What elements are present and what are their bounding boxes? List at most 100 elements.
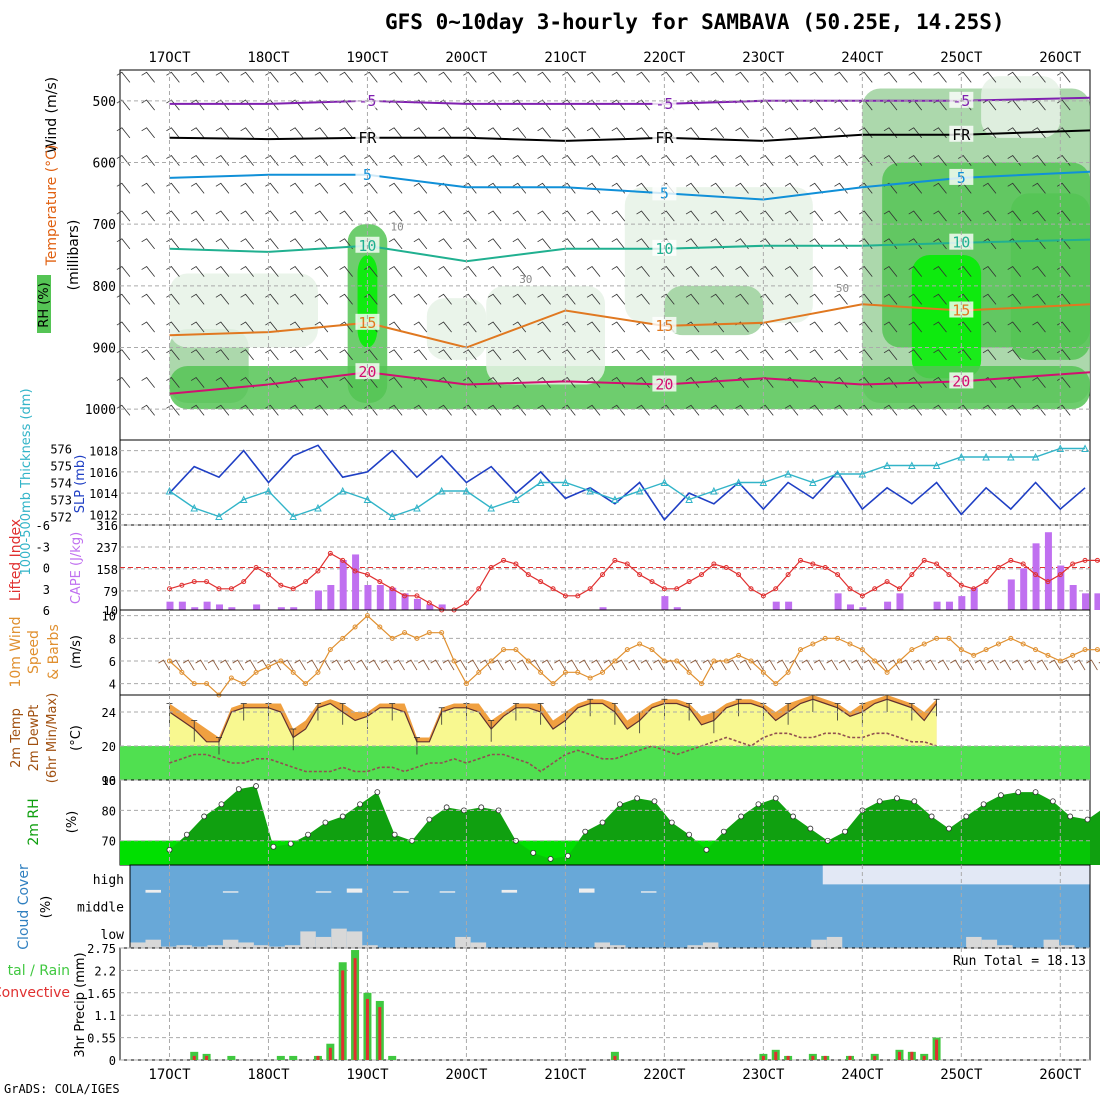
wind-barb <box>933 266 947 277</box>
cloud-low-bar <box>130 942 146 948</box>
rh-shade-area <box>426 298 487 360</box>
rh2m-marker <box>894 795 900 802</box>
rh-shade-area <box>486 285 605 385</box>
wind-barb <box>685 127 700 139</box>
wind-barb <box>339 210 353 222</box>
rh2m-marker <box>547 856 554 862</box>
surface-wind-barb <box>838 659 851 671</box>
li-marker <box>699 572 705 578</box>
wind-barb <box>240 127 254 139</box>
wind-barb <box>141 293 155 305</box>
wind-barb <box>438 99 452 111</box>
wind-barb <box>685 404 700 416</box>
thickness-marker <box>908 461 916 469</box>
cloud-low-tick: low <box>101 928 125 943</box>
rh-contour-label: 30 <box>519 273 532 286</box>
wind-barb <box>562 293 576 305</box>
wind-barb <box>685 349 700 361</box>
wind-speed-marker <box>934 635 940 641</box>
wind-speed-marker <box>699 681 705 687</box>
wind-barb <box>982 71 997 83</box>
wind-barb <box>215 99 230 111</box>
wind-barb <box>908 71 923 83</box>
wind-speed-marker <box>896 658 902 664</box>
temp-tick: 16 <box>102 774 116 788</box>
cape-bar <box>352 554 360 610</box>
cloud-low-bar <box>191 946 208 948</box>
wind-barb <box>240 404 254 416</box>
wind-barb <box>512 99 527 111</box>
wind-barb <box>958 266 972 277</box>
wind-barb <box>339 127 353 139</box>
wind-speed-marker <box>488 658 494 664</box>
wind-barb <box>438 155 452 166</box>
wind-barb <box>859 71 873 83</box>
wind-barb <box>859 266 873 277</box>
rh2m-marker <box>443 804 450 811</box>
ylabel-2m-rh: 2m RH <box>26 798 42 845</box>
li-marker <box>179 582 185 588</box>
wind-barb <box>289 349 304 361</box>
cape-bar <box>389 587 397 610</box>
wind-barb <box>512 404 527 416</box>
li-marker <box>971 586 977 592</box>
wind-barb <box>537 321 551 333</box>
wind-barb <box>710 377 725 388</box>
surface-wind-barb <box>306 659 319 671</box>
rh2m-marker <box>270 843 277 850</box>
wind-barb <box>1056 404 1071 416</box>
cloud-low-bar <box>284 945 301 948</box>
bottom-day-label: 21OCT <box>544 1067 587 1083</box>
wind-barb <box>760 349 774 361</box>
wind-barb <box>611 99 626 111</box>
wind-barb <box>339 377 353 388</box>
wind-barb <box>784 127 799 139</box>
wind-barb <box>141 266 155 277</box>
wind-barb <box>413 293 428 305</box>
li-marker <box>377 579 383 585</box>
li-marker <box>513 561 519 567</box>
surface-wind-barb <box>813 659 826 671</box>
wind-barb <box>438 210 452 222</box>
cape-bar <box>364 585 372 610</box>
contour-label-bg <box>355 236 380 253</box>
thickness-marker <box>363 495 372 503</box>
cape-bar <box>661 596 669 610</box>
wind-speed-marker <box>946 635 952 641</box>
thickness-tick: 573 <box>50 494 72 508</box>
wind-barb <box>1032 377 1046 388</box>
wind-barb <box>388 127 403 139</box>
rh2m-marker <box>1015 789 1022 796</box>
li-marker <box>958 582 964 588</box>
wind-barb <box>1056 321 1071 333</box>
wind-barb <box>265 238 279 250</box>
wind-barb <box>166 71 180 83</box>
cloud-cover-panel: high middle low Cloud Cover (%) <box>16 864 1091 950</box>
wind-barb <box>413 349 428 361</box>
wind-barb <box>166 293 180 305</box>
wind-barb <box>438 182 452 194</box>
wind-barb <box>834 238 848 250</box>
wind-barb <box>141 321 155 333</box>
wind-barb <box>661 155 675 166</box>
wind-barb <box>1007 182 1022 194</box>
wind-barb <box>883 210 898 222</box>
surface-wind-barb <box>640 659 653 671</box>
cloud-low-bar <box>253 945 270 948</box>
pressure-tick: 800 <box>93 280 116 295</box>
wind-speed-marker <box>377 624 383 630</box>
wind-speed-marker <box>909 647 915 653</box>
temp-dewpt-panel: 24 20 16 2m Temp 2m DewPt (6hr Min/Max) (°C) <box>9 693 1091 788</box>
cape-bar <box>401 593 409 610</box>
wind-speed-marker <box>204 681 210 687</box>
cape-tick: 237 <box>96 541 118 555</box>
cape-bar <box>327 585 335 610</box>
surface-wind-barb <box>356 659 368 671</box>
wind-barb <box>116 182 131 194</box>
thickness-tick: 572 <box>50 511 72 525</box>
wind-barb <box>809 182 824 194</box>
rh2m-panel: 90 80 70 2m RH (%) <box>26 774 1100 866</box>
surface-wind-barb <box>888 659 900 671</box>
wind-barb <box>265 404 279 416</box>
thickness-marker <box>1081 444 1089 452</box>
